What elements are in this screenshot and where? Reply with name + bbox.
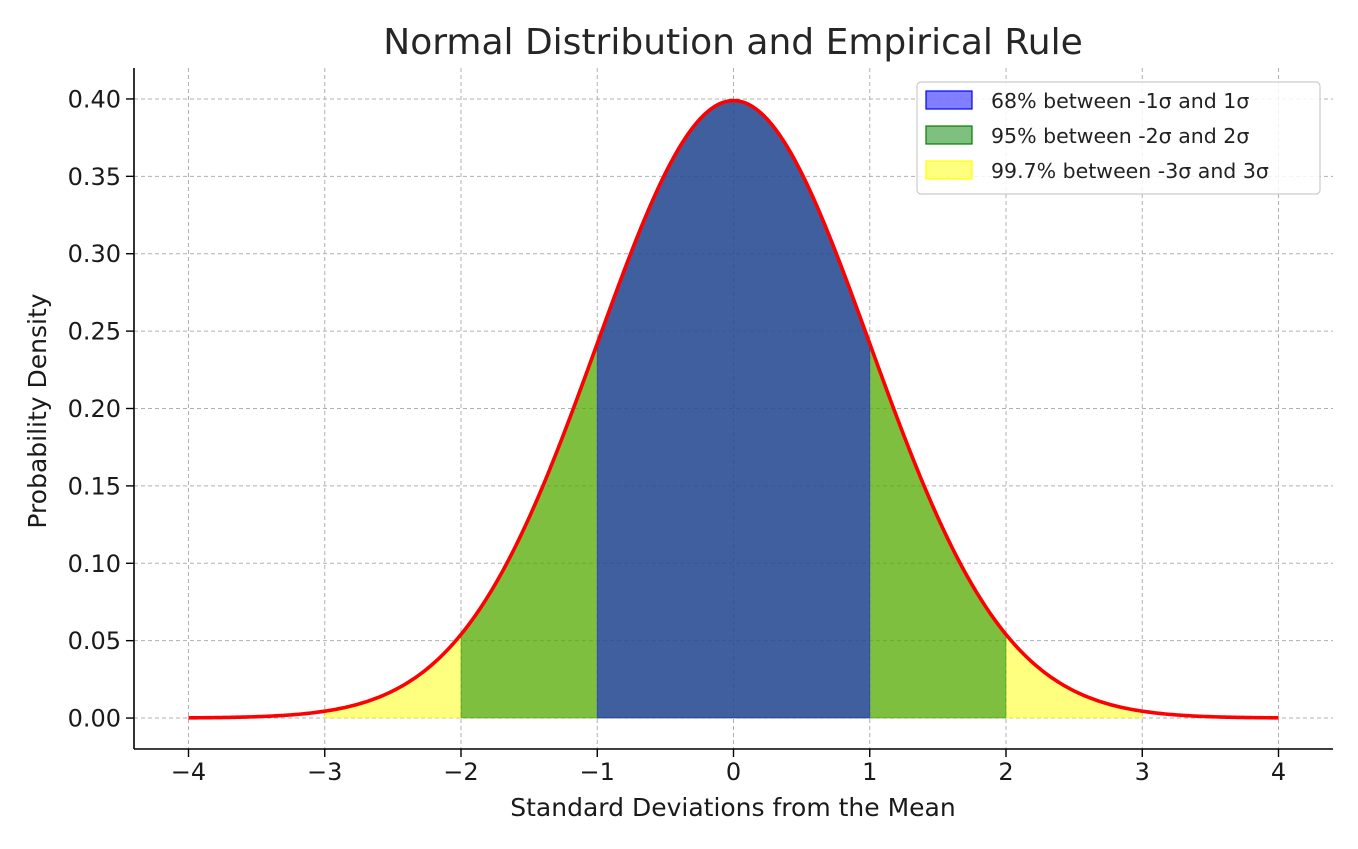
y-tick-label-2: 0.10 (68, 550, 121, 578)
legend-swatch-95 (926, 126, 972, 144)
y-tick-label-5: 0.25 (68, 318, 121, 346)
y-tick-label-0: 0.00 (68, 705, 121, 733)
y-tick-label-3: 0.15 (68, 472, 121, 500)
x-tick-label-5: 1 (862, 758, 877, 786)
legend-label-95: 95% between -2σ and 2σ (991, 124, 1249, 148)
y-tick-label-4: 0.20 (68, 395, 121, 423)
x-tick-label-0: −4 (171, 758, 206, 786)
y-tick-label-8: 0.40 (68, 85, 121, 113)
x-tick-label-4: 0 (726, 758, 741, 786)
legend: 68% between -1σ and 1σ 95% between -2σ a… (917, 82, 1320, 194)
x-tick-label-7: 3 (1135, 758, 1150, 786)
y-tick-label-7: 0.35 (68, 163, 121, 191)
x-axis-label: Standard Deviations from the Mean (510, 793, 955, 822)
chart-title: Normal Distribution and Empirical Rule (383, 22, 1082, 63)
x-tick-label-6: 2 (998, 758, 1013, 786)
x-tick-label-3: −1 (580, 758, 615, 786)
x-tick-label-8: 4 (1271, 758, 1286, 786)
x-tick-label-2: −2 (443, 758, 478, 786)
legend-label-997: 99.7% between -3σ and 3σ (991, 159, 1269, 183)
legend-swatch-997 (926, 161, 972, 179)
x-tick-label-1: −3 (307, 758, 342, 786)
y-tick-label-6: 0.30 (68, 240, 121, 268)
y-axis-label: Probability Density (23, 293, 52, 528)
y-tick-label-1: 0.05 (68, 627, 121, 655)
legend-label-68: 68% between -1σ and 1σ (991, 89, 1249, 113)
legend-swatch-68 (926, 91, 972, 109)
